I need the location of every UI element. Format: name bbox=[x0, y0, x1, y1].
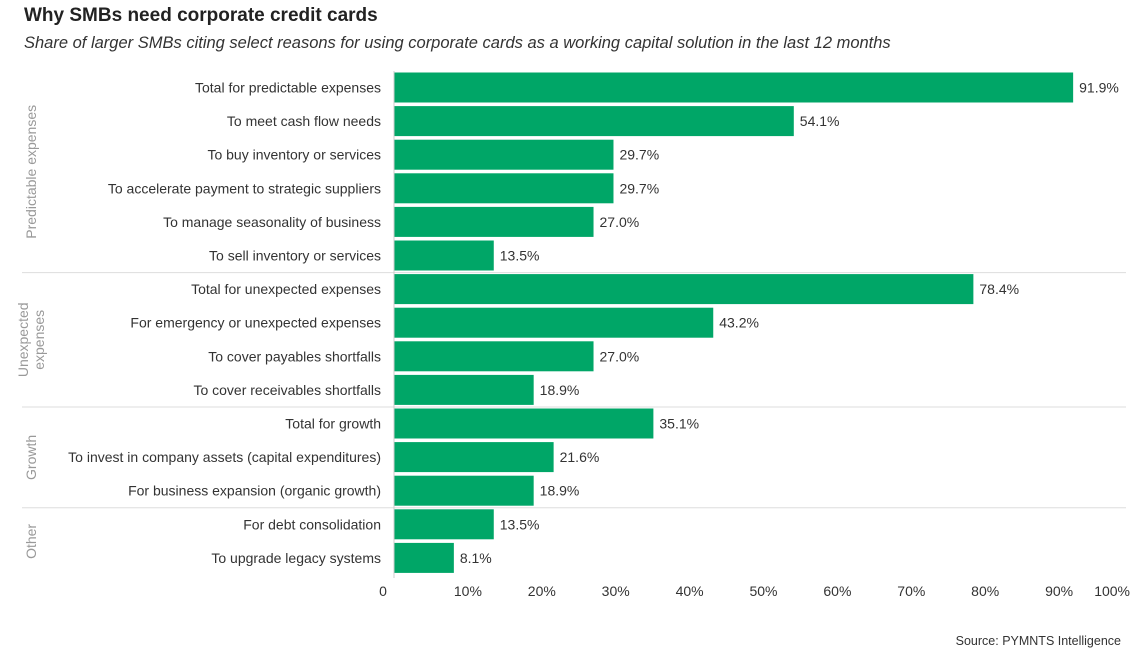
data-label: 91.9% bbox=[1079, 80, 1119, 96]
category-label: To meet cash flow needs bbox=[227, 113, 381, 129]
data-label: 13.5% bbox=[500, 248, 540, 264]
bar bbox=[394, 72, 1074, 103]
x-tick-label: 30% bbox=[602, 583, 630, 599]
data-label: 18.9% bbox=[540, 382, 580, 398]
group-label: Other bbox=[23, 524, 39, 559]
bar bbox=[394, 509, 494, 540]
group-label: Predictable expenses bbox=[23, 105, 39, 239]
x-tick-label: 70% bbox=[897, 583, 925, 599]
x-tick-label: 60% bbox=[823, 583, 851, 599]
category-label: Total for growth bbox=[285, 416, 381, 432]
data-label: 8.1% bbox=[460, 550, 492, 566]
data-label: 27.0% bbox=[600, 214, 640, 230]
bar bbox=[394, 475, 534, 506]
data-label: 78.4% bbox=[979, 281, 1019, 297]
chart-title: Why SMBs need corporate credit cards bbox=[24, 5, 378, 26]
x-tick-label: 80% bbox=[971, 583, 999, 599]
bar bbox=[394, 173, 614, 204]
category-label: Total for predictable expenses bbox=[195, 80, 381, 96]
bar bbox=[394, 206, 594, 237]
x-tick-label: 10% bbox=[454, 583, 482, 599]
x-tick-label: 90% bbox=[1045, 583, 1073, 599]
bar bbox=[394, 307, 714, 338]
data-label: 43.2% bbox=[719, 315, 759, 331]
data-label: 29.7% bbox=[619, 147, 659, 163]
x-tick-label: 0 bbox=[379, 583, 387, 599]
x-tick-label: 20% bbox=[528, 583, 556, 599]
bar bbox=[394, 240, 494, 271]
category-label: To accelerate payment to strategic suppl… bbox=[108, 180, 381, 196]
bar bbox=[394, 374, 534, 405]
category-label: To manage seasonality of business bbox=[163, 214, 381, 230]
chart-subtitle: Share of larger SMBs citing select reaso… bbox=[24, 34, 891, 52]
group-label: Unexpected bbox=[15, 302, 31, 377]
data-label: 27.0% bbox=[600, 348, 640, 364]
source-note: Source: PYMNTS Intelligence bbox=[955, 634, 1121, 648]
category-label: To buy inventory or services bbox=[207, 147, 381, 163]
bar bbox=[394, 408, 654, 439]
group-label: expenses bbox=[31, 310, 47, 370]
category-label: For emergency or unexpected expenses bbox=[130, 315, 381, 331]
data-label: 29.7% bbox=[619, 180, 659, 196]
category-label: To invest in company assets (capital exp… bbox=[68, 449, 381, 465]
data-label: 18.9% bbox=[540, 483, 580, 499]
x-tick-label: 50% bbox=[749, 583, 777, 599]
category-label: Total for unexpected expenses bbox=[191, 281, 381, 297]
data-label: 13.5% bbox=[500, 516, 540, 532]
bar bbox=[394, 341, 594, 372]
bar bbox=[394, 139, 614, 170]
x-tick-label: 40% bbox=[676, 583, 704, 599]
bar bbox=[394, 542, 454, 573]
group-label: Growth bbox=[23, 435, 39, 480]
category-label: To upgrade legacy systems bbox=[211, 550, 381, 566]
category-label: To cover payables shortfalls bbox=[208, 348, 381, 364]
bar bbox=[394, 442, 554, 473]
bar bbox=[394, 106, 794, 137]
bar bbox=[394, 274, 974, 305]
x-tick-label: 100% bbox=[1094, 583, 1130, 599]
category-label: To sell inventory or services bbox=[209, 248, 381, 264]
data-label: 35.1% bbox=[659, 416, 699, 432]
data-label: 21.6% bbox=[560, 449, 600, 465]
category-label: For business expansion (organic growth) bbox=[128, 483, 381, 499]
category-label: To cover receivables shortfalls bbox=[193, 382, 381, 398]
data-label: 54.1% bbox=[800, 113, 840, 129]
category-label: For debt consolidation bbox=[243, 516, 381, 532]
